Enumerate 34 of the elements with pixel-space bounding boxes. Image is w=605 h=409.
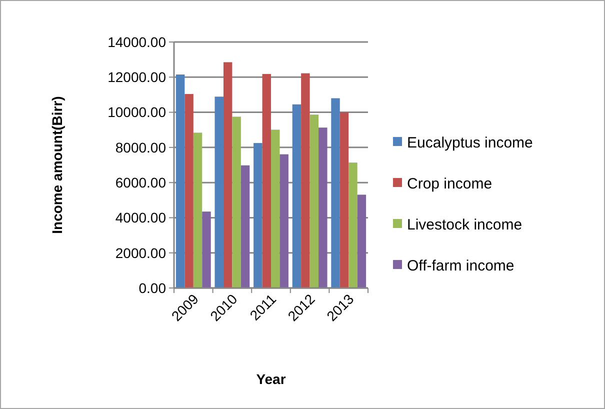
bar [223,62,232,288]
bar [193,132,202,288]
y-tick-label: 6000.00 [115,174,166,190]
y-tick-label: 8000.00 [115,139,166,156]
bar [340,112,349,288]
bar [214,96,224,288]
bar [301,73,310,288]
bar [331,98,340,288]
bar [348,162,358,288]
y-tick-label: 2000.00 [115,244,166,261]
y-tick-label: 4000.00 [115,210,166,226]
bar [184,94,194,288]
bar [318,128,328,288]
y-tick-label: 12000.00 [108,69,166,86]
legend-label: Livestock income [407,216,522,234]
bar [232,116,241,288]
bar [262,74,271,288]
legend-label: Off-farm income [407,257,514,274]
bar [292,104,302,288]
bar [202,212,211,288]
legend-label: Crop income [407,175,492,192]
y-tick-label: 0.00 [138,280,166,296]
bar [271,130,280,288]
y-axis-title: Income amount(Birr) [49,96,65,234]
bar [310,114,319,288]
bar [357,194,366,288]
x-axis-title: Year [256,371,286,387]
bar [280,154,288,288]
legend-label: Eucalyptus income [407,134,533,152]
bar [176,74,185,288]
y-tick-label: 10000.00 [108,104,166,120]
bar [240,165,250,288]
bar [254,143,262,288]
y-tick-label: 14000.00 [108,34,166,50]
